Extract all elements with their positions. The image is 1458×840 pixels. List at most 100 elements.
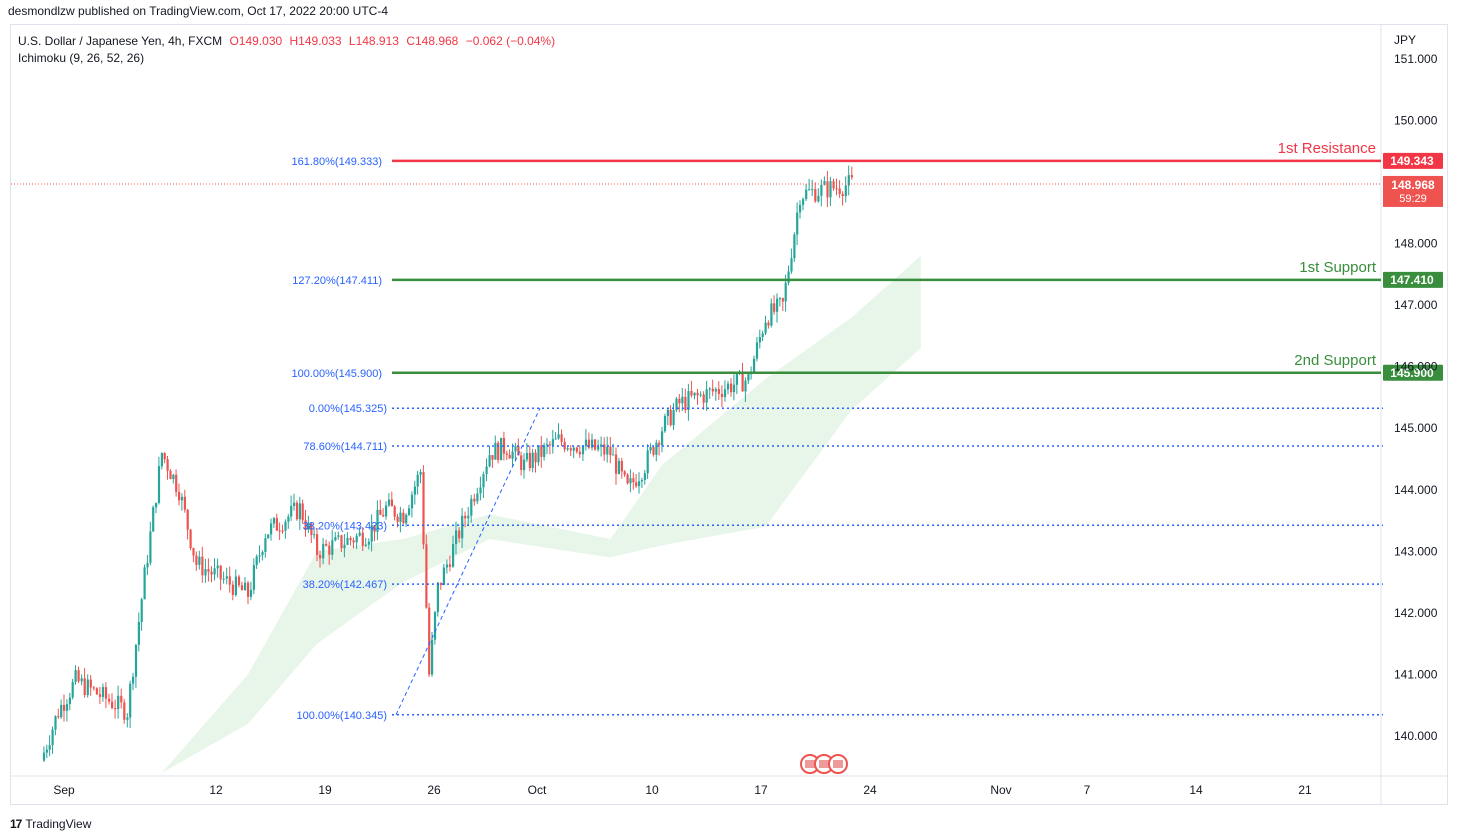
candle-body xyxy=(98,694,102,697)
footer-branding[interactable]: 17 TradingView xyxy=(10,815,91,833)
candle-body xyxy=(349,538,352,541)
candle-body xyxy=(569,448,572,451)
candle-body xyxy=(278,530,281,532)
y-tick-label: 146.000 xyxy=(1394,360,1438,374)
y-tick-label: 147.000 xyxy=(1394,298,1438,312)
x-tick-label: 10 xyxy=(645,783,659,797)
candle-body xyxy=(514,446,517,452)
y-tick-label: 151.000 xyxy=(1394,52,1438,66)
candle-body xyxy=(195,555,198,565)
candle-body xyxy=(270,523,273,535)
us-flag-stripes-icon xyxy=(805,760,815,768)
candle-body xyxy=(560,434,563,442)
candle-body xyxy=(663,416,667,432)
candle-body xyxy=(364,544,367,546)
candle-body xyxy=(313,534,316,536)
candle-body xyxy=(304,520,307,530)
candle-body xyxy=(623,471,626,475)
candle-body xyxy=(649,447,652,451)
candle-body xyxy=(714,389,717,392)
candle-body xyxy=(850,175,853,178)
candle-body xyxy=(744,380,747,392)
candle-body xyxy=(646,450,649,474)
fib-retracement-label: 78.60%(144.711) xyxy=(303,441,387,453)
candle-body xyxy=(140,599,143,622)
candle-body xyxy=(640,479,644,482)
candle-body xyxy=(129,683,132,718)
candle-body xyxy=(500,438,503,461)
symbol-legend[interactable]: U.S. Dollar / Japanese Yen, 4h, FXCM O14… xyxy=(18,34,555,48)
x-tick-label: Oct xyxy=(528,783,547,797)
x-tick-label: 21 xyxy=(1298,783,1312,797)
candle-body xyxy=(439,582,442,585)
candle-body xyxy=(244,582,247,591)
candle-body xyxy=(57,716,60,718)
candle-body xyxy=(467,515,470,519)
candle-body xyxy=(534,452,537,463)
candle-body xyxy=(310,523,313,536)
fib-extension-label: 161.80%(149.333) xyxy=(291,156,382,168)
symbol-name[interactable]: U.S. Dollar / Japanese Yen, 4h, FXCM xyxy=(18,34,223,48)
candle-body xyxy=(523,459,526,471)
candle-body xyxy=(42,752,46,761)
candle-body xyxy=(410,494,414,509)
candle-body xyxy=(485,466,488,475)
fib-retracement-label: 38.20%(143.423) xyxy=(303,520,387,532)
candle-body xyxy=(331,540,334,555)
candle-body xyxy=(126,717,129,720)
candle-body xyxy=(482,474,485,488)
candle-body xyxy=(275,518,278,531)
candle-body xyxy=(781,298,784,302)
candle-body xyxy=(832,181,835,189)
candle-body xyxy=(376,509,379,532)
candle-body xyxy=(675,398,678,411)
candle-body xyxy=(210,571,213,575)
candle-body xyxy=(666,409,669,416)
candle-body xyxy=(505,453,508,455)
candle-body xyxy=(249,589,253,597)
candle-body xyxy=(578,451,581,455)
candle-body xyxy=(63,704,66,711)
candle-body xyxy=(615,454,618,474)
candle-body xyxy=(117,695,120,709)
candle-body xyxy=(222,578,225,580)
candle-body xyxy=(458,530,461,539)
candle-body xyxy=(92,687,95,689)
candle-body xyxy=(452,544,455,567)
candle-body xyxy=(554,438,557,440)
candle-body xyxy=(702,394,705,403)
candle-body xyxy=(186,509,189,530)
candle-body xyxy=(301,503,304,521)
candle-body xyxy=(255,556,258,566)
candle-body xyxy=(767,322,770,326)
candle-body xyxy=(835,188,838,190)
candle-body xyxy=(340,535,343,549)
candle-body xyxy=(629,478,632,484)
candle-body xyxy=(281,530,284,532)
candle-body xyxy=(755,342,759,359)
candle-body xyxy=(817,195,820,202)
candle-body xyxy=(520,455,523,470)
candle-body xyxy=(491,455,494,460)
candle-body xyxy=(727,383,730,390)
candle-body xyxy=(531,452,534,468)
indicator-legend[interactable]: Ichimoku (9, 26, 52, 26) xyxy=(18,51,145,65)
candle-body xyxy=(805,189,808,200)
candle-body xyxy=(690,391,693,396)
candle-body xyxy=(643,473,646,480)
candle-body xyxy=(163,453,166,460)
candle-body xyxy=(528,453,531,468)
candle-body xyxy=(448,564,452,567)
candle-body xyxy=(761,333,764,337)
candle-body xyxy=(841,194,844,196)
candle-body xyxy=(74,670,77,682)
candle-body xyxy=(603,444,606,455)
candle-body xyxy=(343,544,346,549)
candle-body xyxy=(699,394,702,396)
candle-body xyxy=(511,451,514,459)
candle-body xyxy=(563,441,566,450)
candle-body xyxy=(60,704,63,717)
candle-body xyxy=(612,454,615,456)
candle-body xyxy=(773,303,776,312)
